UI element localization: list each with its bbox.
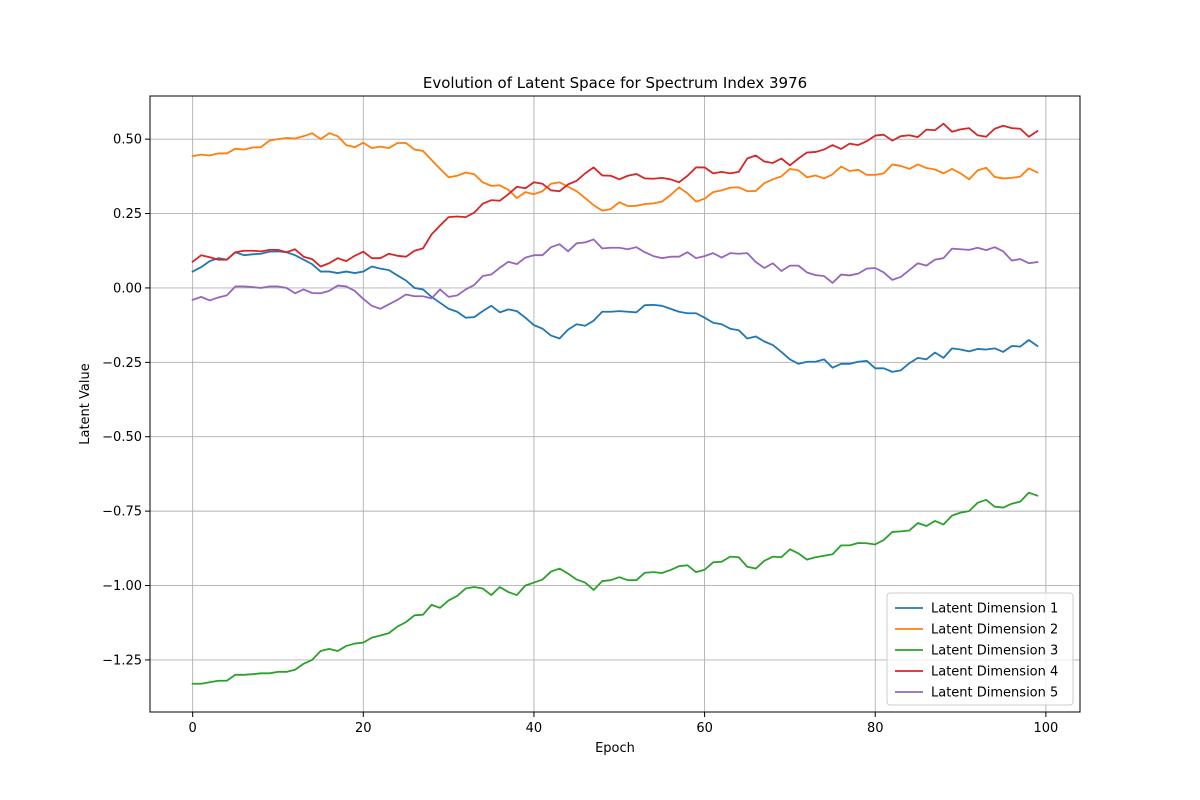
y-tick-label: −0.25 bbox=[102, 356, 142, 371]
legend: Latent Dimension 1 Latent Dimension 2 Late… bbox=[886, 592, 1074, 706]
legend-box bbox=[886, 592, 1074, 706]
legend-label: Latent Dimension 5 bbox=[931, 686, 1058, 701]
x-tick-label: 0 bbox=[189, 721, 197, 736]
legend-label: Latent Dimension 3 bbox=[931, 644, 1058, 659]
plot-frame bbox=[149, 95, 1081, 713]
series-line-dimension-4 bbox=[191, 122, 1039, 268]
series-line-dimension-1 bbox=[191, 250, 1039, 373]
y-tick-label: 0.25 bbox=[113, 207, 142, 222]
x-axis-ticks: 0 20 40 60 80 100 bbox=[189, 712, 1058, 736]
y-axis-ticks: 0.50 0.25 0.00 −0.25 −0.50 −0.75 −1.00 −1.25 bbox=[102, 133, 150, 668]
y-tick-label: −1.25 bbox=[102, 653, 142, 668]
y-tick-label: 0.50 bbox=[113, 133, 142, 148]
x-tick-label: 60 bbox=[696, 721, 713, 736]
chart-title: Evolution of Latent Space for Spectrum I… bbox=[423, 74, 807, 92]
x-axis-label: Epoch bbox=[595, 741, 635, 756]
y-tick-label: −0.50 bbox=[102, 430, 142, 445]
y-axis-label: Latent Value bbox=[78, 363, 93, 444]
y-tick-label: −1.00 bbox=[102, 579, 142, 594]
legend-label: Latent Dimension 1 bbox=[931, 602, 1058, 617]
legend-label: Latent Dimension 4 bbox=[931, 665, 1058, 680]
x-tick-label: 40 bbox=[526, 721, 543, 736]
series-line-dimension-3 bbox=[191, 491, 1039, 685]
legend-label: Latent Dimension 2 bbox=[931, 623, 1058, 638]
series-line-dimension-5 bbox=[191, 238, 1039, 310]
grid bbox=[150, 96, 1080, 712]
x-tick-label: 20 bbox=[355, 721, 372, 736]
x-tick-label: 80 bbox=[867, 721, 884, 736]
y-tick-label: −0.75 bbox=[102, 505, 142, 520]
x-tick-label: 100 bbox=[1033, 721, 1058, 736]
series-lines bbox=[191, 122, 1039, 685]
y-tick-label: 0.00 bbox=[113, 281, 142, 296]
series-line-dimension-2 bbox=[191, 132, 1039, 212]
